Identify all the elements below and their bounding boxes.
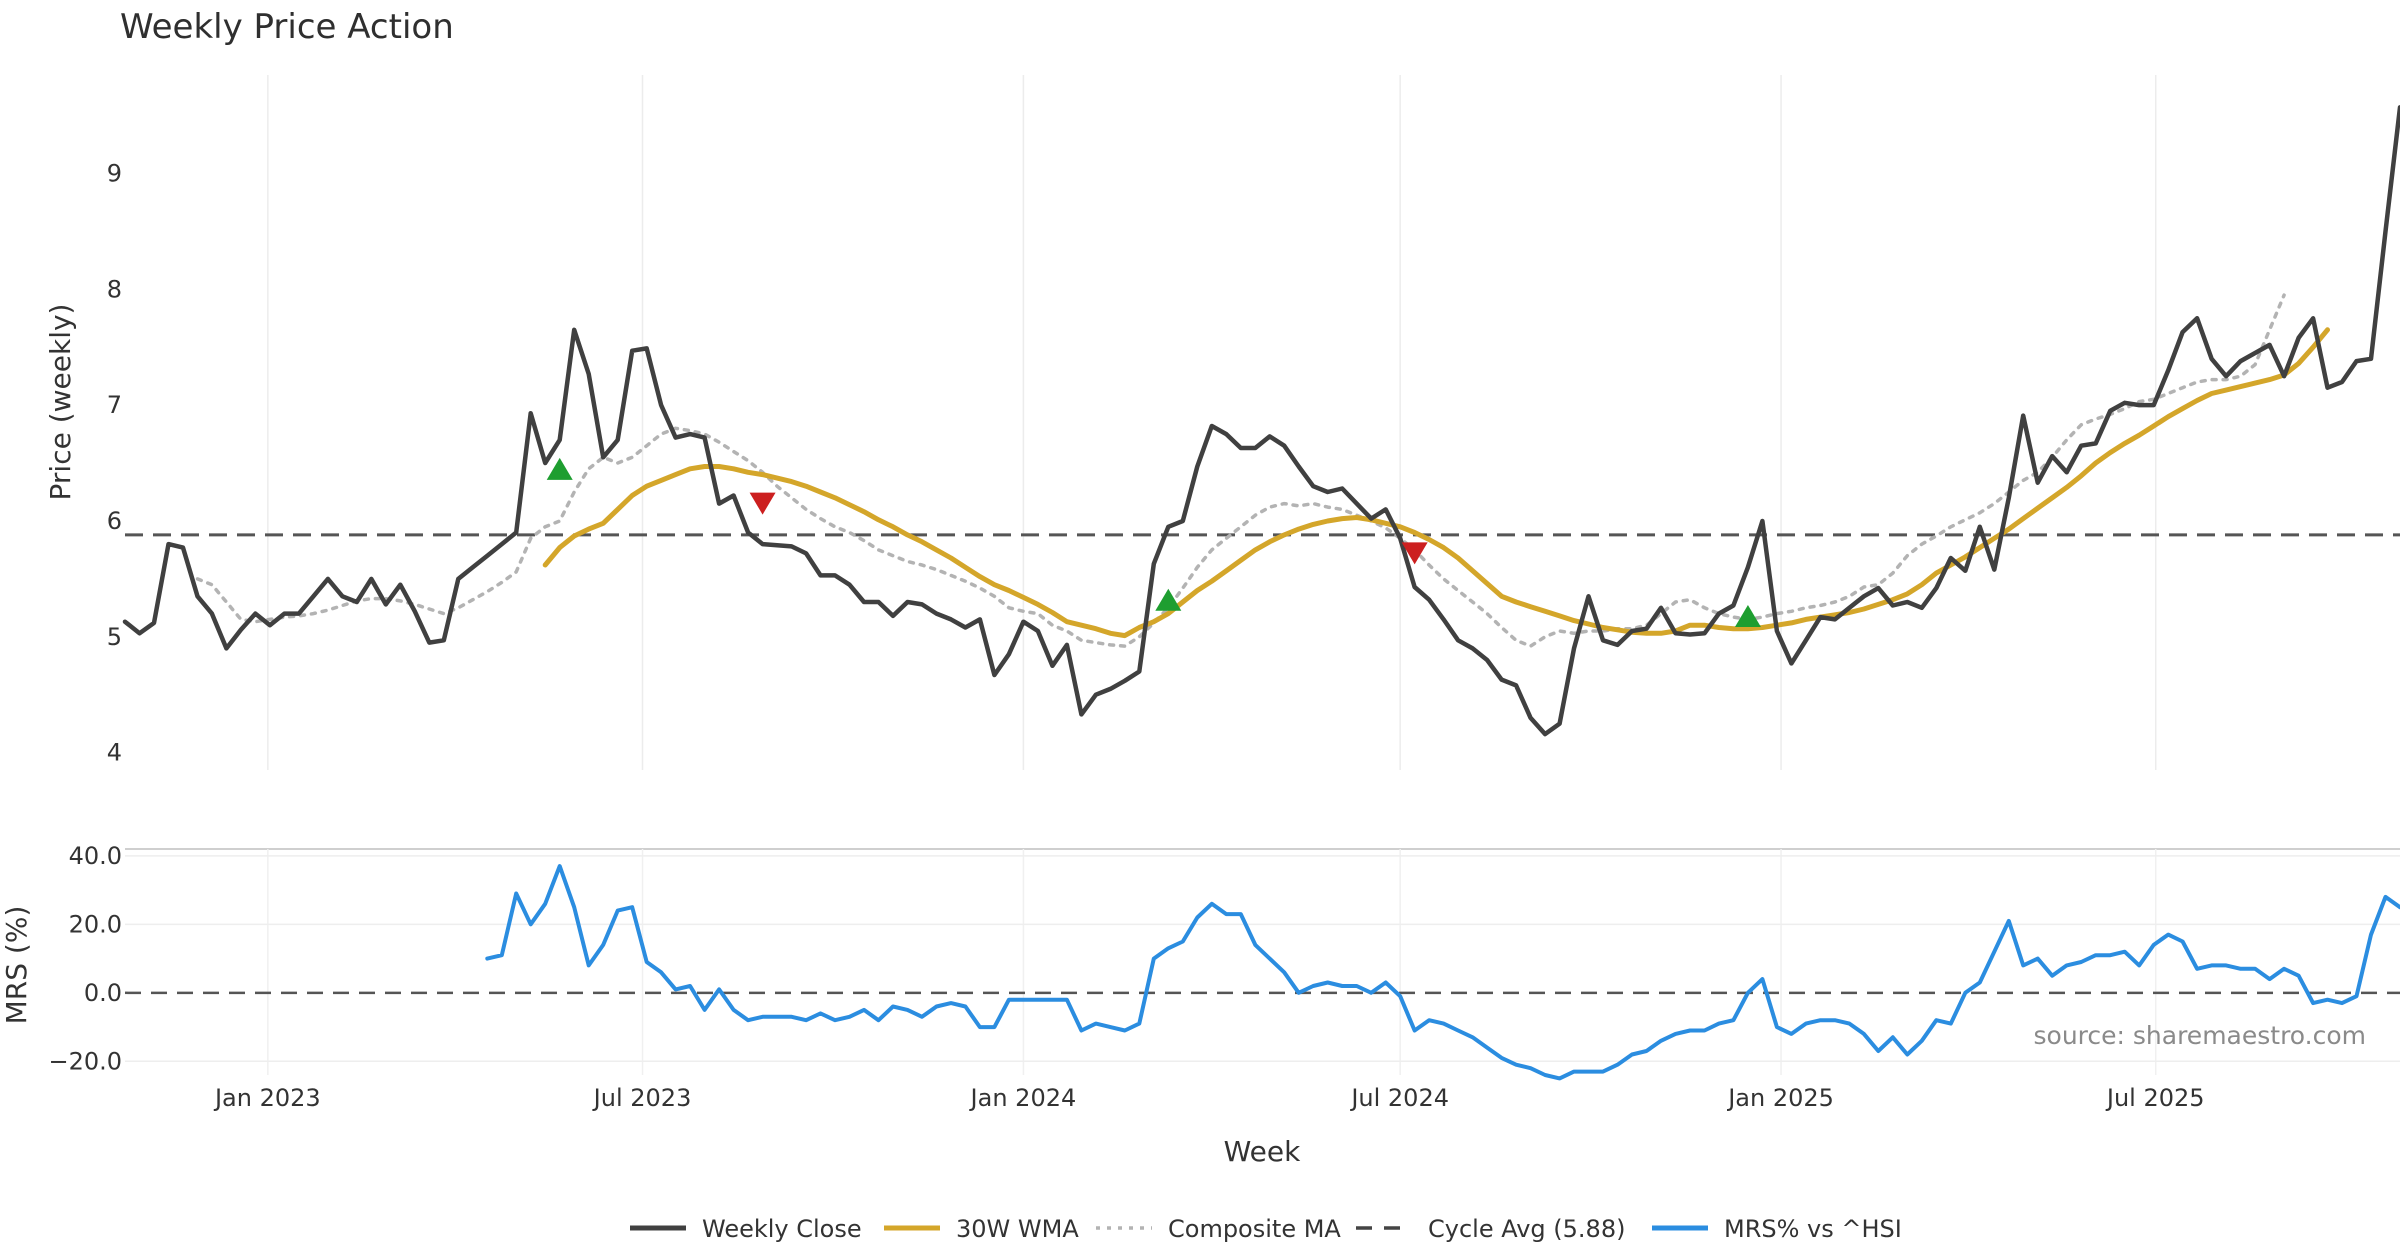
mrs-grid xyxy=(125,849,2400,1075)
buy-signal-marker xyxy=(1155,588,1182,611)
series-composite-ma xyxy=(195,293,2286,648)
price-y-tick-label: 7 xyxy=(107,391,122,419)
x-ticks: Jan 2023 Jul 2023 Jan 2024 Jul 2024 Jan 2025… xyxy=(213,1084,2205,1112)
x-tick-label: Jan 2023 xyxy=(213,1084,321,1112)
mrs-series xyxy=(485,864,2400,1081)
legend-label: Cycle Avg (5.88) xyxy=(1428,1215,1625,1243)
mrs-y-label: MRS (%) xyxy=(0,906,33,1025)
legend-label: MRS% vs ^HSI xyxy=(1724,1215,1902,1243)
price-y-tick-label: 8 xyxy=(107,275,122,303)
x-axis-label: Week xyxy=(1224,1135,1301,1168)
price-y-tick-label: 9 xyxy=(107,159,122,187)
legend: Weekly Close 30W WMA Composite MA Cycle Avg… xyxy=(630,1215,1902,1243)
series-mrs-vs-hsi xyxy=(485,864,2400,1081)
x-tick-label: Jul 2023 xyxy=(592,1084,692,1112)
buy-signal-marker xyxy=(1734,604,1761,627)
price-y-tick-label: 6 xyxy=(107,507,122,535)
price-y-ticks: 4 5 6 7 8 9 xyxy=(107,159,122,766)
sell-signal-marker xyxy=(1401,542,1428,565)
mrs-y-ticks: 40.0 20.0 0.0 −20.0 xyxy=(48,842,122,1075)
sell-signal-marker xyxy=(749,492,776,515)
signal-markers xyxy=(546,457,1761,627)
series-30w-wma xyxy=(542,327,2330,639)
mrs-y-tick-label: −20.0 xyxy=(48,1047,122,1075)
x-tick-label: Jul 2024 xyxy=(1349,1084,1449,1112)
price-series xyxy=(122,105,2400,737)
source-note: source: sharemaestro.com xyxy=(2034,1021,2367,1050)
mrs-y-tick-label: 20.0 xyxy=(69,910,122,938)
price-y-tick-label: 4 xyxy=(107,739,122,767)
price-y-label: Price (weekly) xyxy=(44,304,77,501)
x-tick-label: Jul 2025 xyxy=(2105,1084,2205,1112)
legend-label: 30W WMA xyxy=(956,1215,1079,1243)
x-tick-label: Jan 2024 xyxy=(969,1084,1077,1112)
buy-signal-marker xyxy=(546,457,573,480)
legend-label: Composite MA xyxy=(1168,1215,1341,1243)
series-weekly-close xyxy=(122,105,2400,737)
x-tick-label: Jan 2025 xyxy=(1726,1084,1834,1112)
mrs-y-tick-label: 0.0 xyxy=(84,979,122,1007)
price-y-tick-label: 5 xyxy=(107,623,122,651)
chart-title: Weekly Price Action xyxy=(120,7,454,47)
mrs-y-tick-label: 40.0 xyxy=(69,842,122,870)
legend-label: Weekly Close xyxy=(702,1215,862,1243)
